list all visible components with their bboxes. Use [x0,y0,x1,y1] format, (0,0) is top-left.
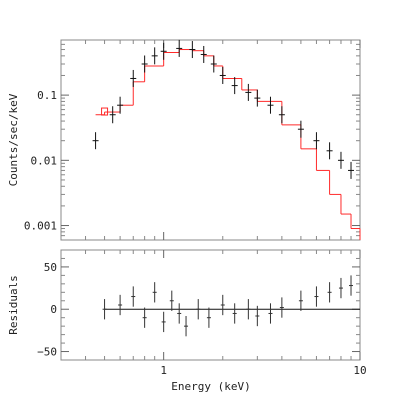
spectrum-y-tick-label: 0.001 [24,220,57,233]
spectrum-axes: 0.001 0.01 0.1 [24,40,361,241]
model-low-energy-box [101,107,109,116]
x-tick-label: 10 [353,364,366,377]
residual-marks [102,275,354,337]
residuals-y-tick-label: 0 [50,303,57,316]
residuals-y-axis-title: Residuals [7,275,20,335]
residuals-y-tick-label: 50 [44,261,57,274]
residuals-panel-frame [60,249,361,361]
x-axis-title: Energy (keV) [171,380,250,393]
residuals-axes: 1 10 −50 0 50 [37,250,367,377]
spectrum-panel-frame [60,39,361,241]
x-tick-label: 1 [160,364,167,377]
residuals-y-tick-label: −50 [37,346,57,359]
spectrum-y-tick-label: 0.01 [31,154,58,167]
spectrum-y-axis-title: Counts/sec/keV [7,93,20,186]
spectrum-marks [92,39,361,240]
spectrum-y-tick-label: 0.1 [37,89,57,102]
